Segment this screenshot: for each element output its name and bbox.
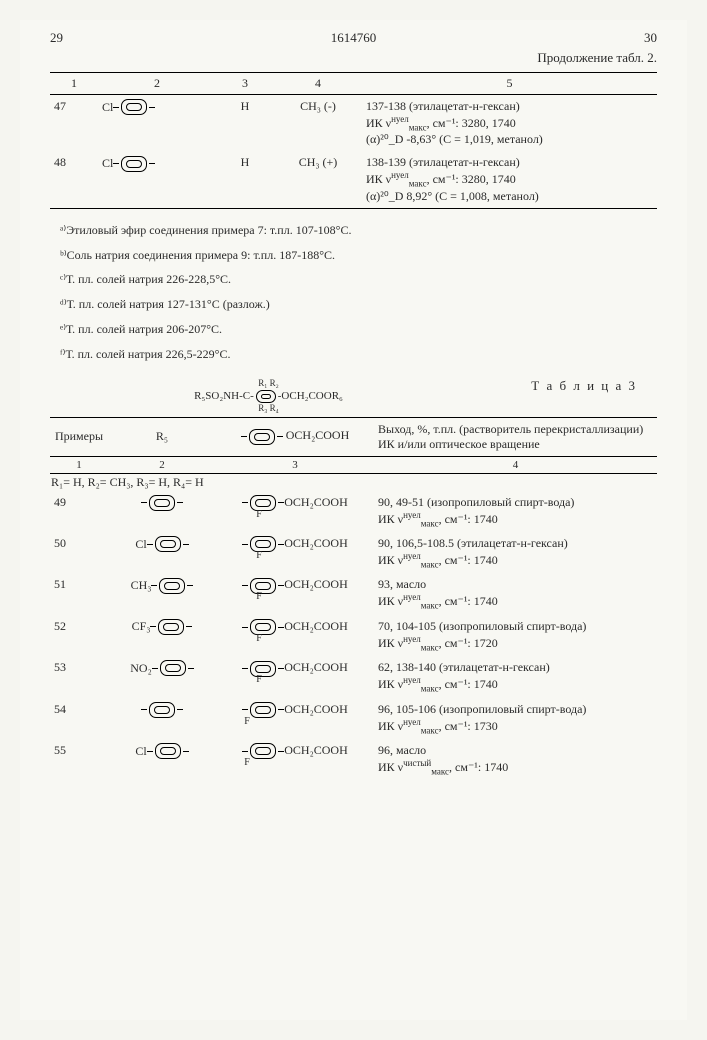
r5-structure: CH₃ — [108, 573, 216, 614]
note-d: ᵈ⁾Т. пл. солей натрия 127-131°C (разлож.… — [60, 293, 657, 316]
table3-nums: 1 2 3 4 — [50, 456, 657, 473]
continuation-label: Продолжение табл. 2. — [50, 50, 657, 66]
a-structure: OCH₂COOH F — [216, 532, 374, 573]
table-row: 48 Cl H CH₃ (+) 138-139 (этилацетат-н-ге… — [50, 151, 657, 208]
t3-n2: 2 — [108, 456, 216, 473]
row-num: 50 — [50, 532, 108, 573]
result-cell: 96, масло ИК νчистыймакс, см⁻¹: 1740 — [374, 739, 657, 780]
t3-n3: 3 — [216, 456, 374, 473]
a-structure: OCH₂COOH F — [216, 615, 374, 656]
col-2: 2 — [98, 73, 216, 95]
t3-n1: 1 — [50, 456, 108, 473]
row-num: 51 — [50, 573, 108, 614]
result-cell: 90, 106,5-108.5 (этилацетат-н-гексан) ИК… — [374, 532, 657, 573]
c5: 138-139 (этилацетат-н-гексан) ИК νнуелма… — [362, 151, 657, 208]
t3-h1: Примеры — [50, 417, 108, 456]
row-num: 54 — [50, 698, 108, 739]
col-3: 3 — [216, 73, 274, 95]
structure-cell: Cl — [98, 151, 216, 208]
result-cell: 93, масло ИК νнуелмакс, см⁻¹: 1740 — [374, 573, 657, 614]
row-num: 48 — [50, 151, 98, 208]
table-2: 1 2 3 4 5 47 Cl H CH₃ (-) 137-138 (этила… — [50, 72, 657, 209]
table-3: Примеры R₅ OCH₂COOH Выход, %, т.пл. (рас… — [50, 417, 657, 781]
result-cell: 62, 138-140 (этилацетат-н-гексан) ИК νну… — [374, 656, 657, 697]
r5-structure: CF₃ — [108, 615, 216, 656]
t3-n4: 4 — [374, 456, 657, 473]
col-1: 1 — [50, 73, 98, 95]
a-structure: OCH₂COOH F — [216, 491, 374, 532]
footnotes: ᵃ⁾Этиловый эфир соединения примера 7: т.… — [60, 219, 657, 366]
row-num: 52 — [50, 615, 108, 656]
note-a: ᵃ⁾Этиловый эфир соединения примера 7: т.… — [60, 219, 657, 242]
result-cell: 70, 104-105 (изопропиловый спирт-вода) И… — [374, 615, 657, 656]
r5-structure — [108, 698, 216, 739]
general-formula: R₅SO₂NH-C--OCH₂COOR₆ — [50, 390, 487, 403]
a-structure: OCH₂COOH F — [216, 698, 374, 739]
table-row: 51 CH₃ OCH₂COOH F 93, масло ИК νнуелмакс… — [50, 573, 657, 614]
row-num: 49 — [50, 491, 108, 532]
t3-h2: R₅ — [108, 417, 216, 456]
row-num: 47 — [50, 95, 98, 152]
table-row: 53 NO₂ OCH₂COOH F 62, 138-140 (этилацета… — [50, 656, 657, 697]
table3-label: Т а б л и ц а 3 — [487, 378, 637, 394]
table-row: 55 Cl OCH₂COOH F 96, масло ИК νчистыймак… — [50, 739, 657, 780]
a-structure: OCH₂COOH F — [216, 656, 374, 697]
col-5: 5 — [362, 73, 657, 95]
note-f: ᶠ⁾Т. пл. солей натрия 226,5-229°C. — [60, 343, 657, 366]
table-row: 49 OCH₂COOH F 90, 49-51 (изопропиловый с… — [50, 491, 657, 532]
c3: H — [216, 95, 274, 152]
table-row: 50 Cl OCH₂COOH F 90, 106,5-108.5 (этилац… — [50, 532, 657, 573]
r5-structure: Cl — [108, 532, 216, 573]
note-c: ᶜ⁾Т. пл. солей натрия 226-228,5°C. — [60, 268, 657, 291]
table-row: 52 CF₃ OCH₂COOH F 70, 104-105 (изопропил… — [50, 615, 657, 656]
formula-block: R₁ R₂ R₅SO₂NH-C--OCH₂COOR₆ R₃ R₄ — [50, 374, 487, 417]
c4: CH₃ (+) — [274, 151, 362, 208]
structure-cell: Cl — [98, 95, 216, 152]
c3: H — [216, 151, 274, 208]
c5: 137-138 (этилацетат-н-гексан) ИК νнуелма… — [362, 95, 657, 152]
row-num: 55 — [50, 739, 108, 780]
formula-top: R₁ R₂ — [50, 378, 487, 388]
t3-h4: Выход, %, т.пл. (растворитель перекриста… — [374, 417, 657, 456]
page-left: 29 — [50, 30, 110, 46]
t3-h3: OCH₂COOH — [216, 417, 374, 456]
result-cell: 90, 49-51 (изопропиловый спирт-вода) ИК … — [374, 491, 657, 532]
doc-number: 1614760 — [110, 30, 597, 46]
page: 29 1614760 30 Продолжение табл. 2. 1 2 3… — [20, 20, 687, 1020]
t3-h3-text: OCH₂COOH — [286, 428, 350, 442]
table-row: 54 OCH₂COOH F 96, 105-106 (изопропиловый… — [50, 698, 657, 739]
r5-structure: NO₂ — [108, 656, 216, 697]
col-4: 4 — [274, 73, 362, 95]
r5-structure: Cl — [108, 739, 216, 780]
row-num: 53 — [50, 656, 108, 697]
note-b: ᵇ⁾Соль натрия соединения примера 9: т.пл… — [60, 244, 657, 267]
note-e: ᵉ⁾Т. пл. солей натрия 206-207°C. — [60, 318, 657, 341]
header-row: 29 1614760 30 — [50, 30, 657, 46]
c4: CH₃ (-) — [274, 95, 362, 152]
r5-structure — [108, 491, 216, 532]
table3-headers: Примеры R₅ OCH₂COOH Выход, %, т.пл. (рас… — [50, 417, 657, 456]
formula-sub: R₃ R₄ — [50, 403, 487, 413]
a-structure: OCH₂COOH F — [216, 739, 374, 780]
a-structure: OCH₂COOH F — [216, 573, 374, 614]
table2-col-headers: 1 2 3 4 5 — [50, 73, 657, 95]
subgroup-label: R₁= H, R₂= CH₃, R₃= H, R₄= H — [50, 473, 657, 491]
result-cell: 96, 105-106 (изопропиловый спирт-вода) И… — [374, 698, 657, 739]
page-right: 30 — [597, 30, 657, 46]
table-row: 47 Cl H CH₃ (-) 137-138 (этилацетат-н-ге… — [50, 95, 657, 152]
